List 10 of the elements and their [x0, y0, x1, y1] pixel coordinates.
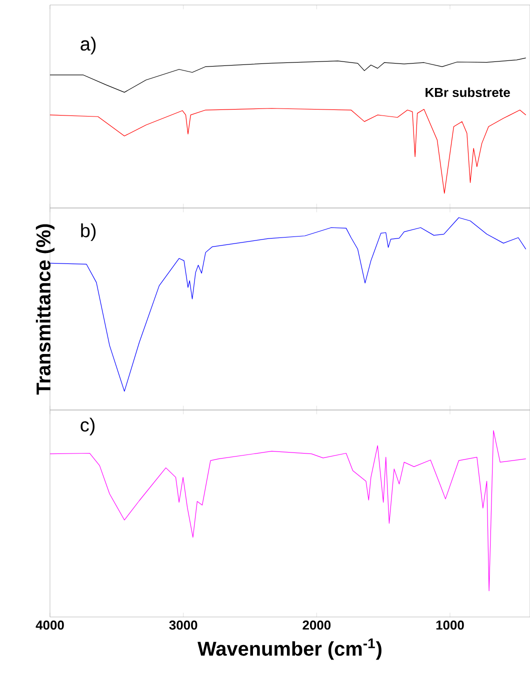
- annotation: c): [80, 418, 94, 436]
- x-tick-label: 1000: [436, 620, 464, 630]
- text: a): [80, 36, 96, 54]
- x-tick-label: 2000: [302, 620, 331, 630]
- annotation: b): [81, 223, 96, 242]
- y-axis-title: Transmittance (%): [36, 224, 54, 395]
- series-label: KBr substrete: [426, 88, 510, 98]
- x-tick-label: 4000: [36, 620, 64, 630]
- x-axis-title: Wavenumber (cm$^{-1}$): [198, 638, 382, 660]
- x-tick-label: 3000: [169, 620, 198, 630]
